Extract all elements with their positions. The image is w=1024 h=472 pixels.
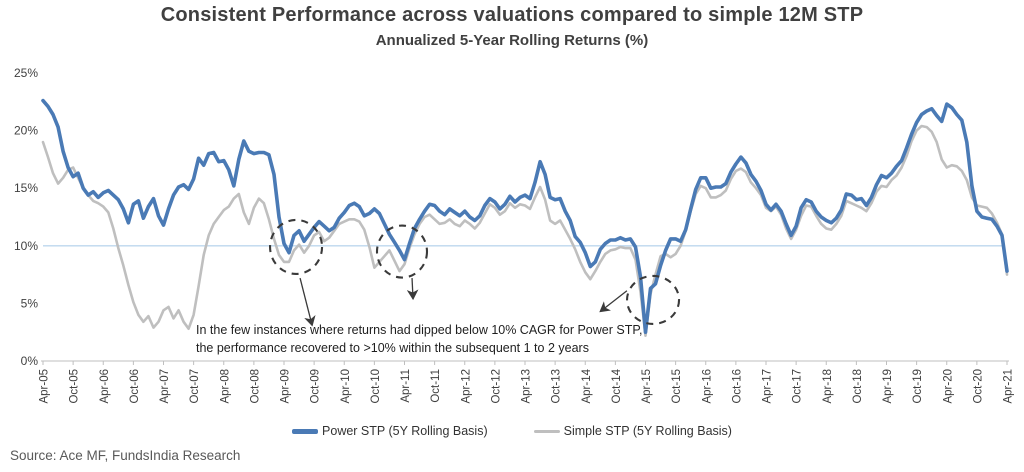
- chart-subtitle: Annualized 5-Year Rolling Returns (%): [375, 32, 649, 49]
- x-axis-label: Oct-13: [551, 369, 563, 404]
- y-axis-label: 25%: [14, 66, 38, 80]
- annotation-arrow: [299, 277, 316, 327]
- x-axis-label: Apr-14: [581, 368, 593, 403]
- y-axis-label: 5%: [21, 296, 39, 310]
- legend-simple-stp-label: Simple STP (5Y Rolling Basis): [563, 424, 732, 438]
- x-axis-label: Oct-18: [852, 369, 864, 404]
- legend-simple-stp: Simple STP (5Y Rolling Basis): [533, 424, 732, 438]
- annotation-line-1: In the few instances where returns had d…: [196, 323, 643, 337]
- x-axis-label: Oct-16: [731, 369, 743, 404]
- power-stp-line-swatch: [292, 428, 319, 434]
- power-stp-line: [41, 98, 1009, 335]
- x-axis-label: Apr-11: [400, 369, 412, 403]
- x-axis-label: Oct-07: [189, 369, 201, 404]
- x-axis-label: Apr-16: [701, 369, 713, 404]
- x-axis-label: Oct-15: [671, 369, 683, 404]
- legend-power-stp: Power STP (5Y Rolling Basis): [292, 424, 488, 438]
- x-axis-label: Apr-09: [280, 369, 292, 404]
- y-axis-label: 0%: [21, 354, 39, 368]
- x-axis-label: Oct-19: [912, 369, 924, 404]
- x-axis-label: Oct-14: [611, 368, 623, 403]
- x-axis-label: Apr-08: [219, 369, 231, 404]
- x-axis-label: Apr-07: [159, 369, 171, 404]
- chart-title: Consistent Performance across valuations…: [160, 4, 864, 26]
- x-axis-label: Apr-17: [762, 369, 774, 404]
- chart-legend: Power STP (5Y Rolling Basis) Simple STP …: [0, 424, 1024, 438]
- x-axis-label: Oct-12: [490, 369, 502, 404]
- x-axis-label: Oct-20: [972, 369, 984, 404]
- y-axis-label: 15%: [14, 181, 38, 195]
- x-axis-label: Apr-05: [39, 369, 51, 404]
- x-axis-label: Apr-19: [882, 369, 894, 404]
- simple-stp-line: [41, 124, 1009, 338]
- x-axis-label: Apr-15: [641, 369, 653, 404]
- y-axis-label: 10%: [14, 239, 38, 253]
- x-axis-label: Oct-08: [249, 369, 261, 404]
- simple-stp-line-swatch: [533, 429, 560, 433]
- x-axis-label: Apr-12: [460, 369, 472, 404]
- x-axis-label: Oct-09: [310, 369, 322, 404]
- x-axis-label: Oct-05: [69, 369, 81, 404]
- x-axis-label: Apr-21: [1003, 369, 1015, 404]
- x-axis-label: Oct-06: [129, 369, 141, 404]
- annotation-arrow: [599, 290, 628, 313]
- annotation-line-2: the performance recovered to >10% within…: [196, 340, 589, 355]
- x-axis-label: Apr-10: [340, 369, 352, 404]
- y-axis-label: 20%: [14, 124, 38, 138]
- source-note: Source: Ace MF, FundsIndia Research: [10, 448, 241, 463]
- x-axis-label: Oct-11: [430, 369, 442, 403]
- x-axis-label: Apr-06: [99, 369, 111, 404]
- x-axis-label: Oct-10: [370, 369, 382, 404]
- dip-highlight-circle: [375, 224, 429, 279]
- x-axis-label: Apr-13: [521, 369, 533, 404]
- x-axis-label: Oct-17: [792, 369, 804, 404]
- dip-recovery-annotation: In the few instances where returns had d…: [196, 322, 666, 357]
- dip-highlight-circle: [625, 274, 681, 325]
- x-axis-label: Apr-18: [822, 369, 834, 404]
- annotation-arrow: [406, 278, 419, 301]
- dip-highlight-circle: [268, 218, 324, 276]
- legend-power-stp-label: Power STP (5Y Rolling Basis): [322, 424, 488, 438]
- x-axis-label: Apr-20: [942, 369, 954, 404]
